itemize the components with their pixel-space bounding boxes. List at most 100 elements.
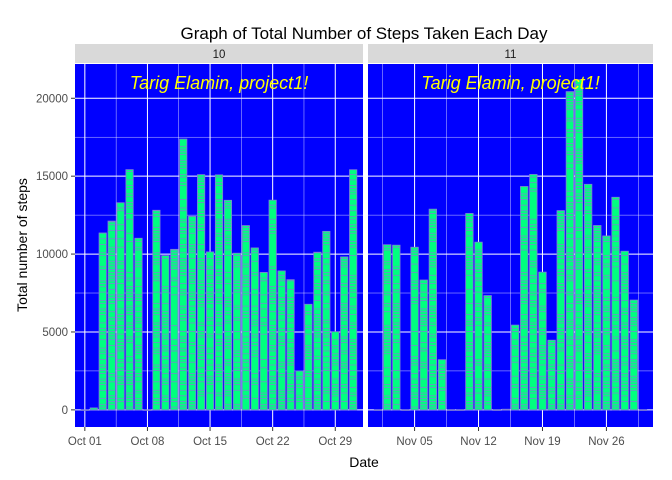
bar-nov-05	[410, 246, 419, 411]
bar-segments	[170, 249, 178, 411]
bar-nov-17	[520, 186, 529, 411]
y-tick-label: 5000	[42, 327, 68, 339]
bar-segments	[251, 249, 259, 399]
y-tick-label: 20000	[36, 93, 68, 105]
bar-segments	[465, 216, 474, 408]
bar-nov-30	[638, 409, 648, 411]
bar-oct-15	[205, 251, 215, 411]
bar-segments	[556, 210, 565, 411]
bar-nov-24	[583, 183, 593, 411]
chart-title: Graph of Total Number of Steps Taken Eac…	[181, 24, 548, 43]
bar-nov-29	[629, 299, 638, 411]
bar-segments	[286, 280, 295, 411]
bar-oct-28	[322, 230, 331, 411]
bar-nov-13	[483, 295, 492, 411]
bar-segments	[331, 339, 339, 411]
bar-nov-07	[428, 208, 438, 411]
bar-nov-21	[556, 210, 565, 411]
annotation-text: Tarig Elamin, project1!	[130, 73, 308, 93]
x-axis-label: Date	[349, 454, 379, 470]
bar-segments	[438, 364, 446, 411]
bar-segments	[630, 302, 638, 402]
bar-segments	[483, 297, 492, 405]
bar-segments	[304, 311, 313, 408]
bar-segments	[152, 210, 161, 405]
x-tick-label: Oct 15	[193, 436, 227, 448]
bar-oct-08	[143, 409, 152, 411]
x-tick-label: Oct 08	[131, 436, 165, 448]
bar-oct-19	[241, 225, 250, 411]
bar-nov-16	[510, 324, 520, 411]
facet-strip	[75, 44, 363, 63]
bar-nov-11	[465, 213, 474, 411]
bar-oct-10	[161, 255, 170, 411]
bar-segments	[224, 201, 232, 411]
y-axis: 0 5000 10000 15000 20000	[36, 93, 75, 417]
bar-oct-03	[98, 232, 107, 411]
bar-segments	[108, 221, 116, 405]
bar-segments	[349, 173, 357, 411]
bar-segments	[242, 227, 250, 411]
bar-nov-08	[437, 359, 447, 411]
x-tick-label: Nov 12	[460, 436, 496, 448]
bar-segments	[410, 249, 419, 408]
bar-segments	[566, 92, 574, 411]
bar-oct-06	[125, 169, 134, 411]
bar-segments	[392, 246, 401, 411]
bar-segments	[529, 176, 538, 399]
bar-segments	[511, 328, 519, 411]
bar-oct-02	[89, 407, 98, 411]
bar-segments	[383, 246, 391, 411]
y-tick-label: 0	[62, 405, 68, 417]
bar-oct-12	[179, 138, 188, 411]
bar-segments	[419, 283, 428, 408]
bar-segments	[620, 255, 629, 411]
bar-oct-30	[340, 256, 349, 411]
bar-oct-26	[304, 303, 313, 411]
bar-segments	[340, 258, 348, 411]
bar-segments	[179, 145, 187, 411]
bar-oct-13	[188, 215, 197, 411]
bar-oct-22	[268, 199, 277, 411]
bar-segments	[197, 176, 205, 397]
bar-oct-09	[152, 209, 161, 411]
bar-nov-19	[538, 271, 547, 411]
bar-nov-25	[593, 225, 602, 411]
bar-nov-23	[574, 79, 584, 411]
bar-oct-17	[223, 199, 233, 411]
y-tick-label: 15000	[36, 171, 68, 183]
facet-panel-10: 10 Tarig Elamin, project1! Oct 01 Oct 08 Oct…	[68, 44, 363, 448]
bar-segments	[474, 249, 483, 408]
bar-oct-04	[107, 220, 116, 411]
x-tick-label: Oct 01	[68, 436, 102, 448]
bar-nov-26	[602, 235, 611, 411]
bar-segments	[538, 283, 547, 399]
y-tick-label: 10000	[36, 249, 68, 261]
bar-segments	[602, 235, 611, 411]
bar-segments	[116, 207, 125, 411]
bar-segments	[429, 210, 437, 408]
bar-segments	[575, 84, 583, 399]
bar-segments	[206, 258, 214, 394]
bar-segments	[547, 342, 556, 411]
bar-segments	[161, 258, 170, 402]
bar-nov-20	[547, 339, 556, 411]
bar-nov-06	[419, 279, 428, 411]
annotation-text: Tarig Elamin, project1!	[421, 73, 599, 93]
bar-oct-20	[250, 247, 259, 411]
x-tick-label: Oct 22	[256, 436, 290, 448]
facet-strip-label: 11	[505, 49, 517, 61]
bar-nov-10	[456, 409, 465, 411]
x-tick-label: Nov 05	[396, 436, 432, 448]
bar-segments	[260, 272, 268, 408]
bar-segments	[268, 204, 277, 408]
bar-segments	[322, 232, 330, 402]
x-tick-label: Oct 29	[318, 436, 352, 448]
bar-segments	[584, 187, 592, 402]
bar-oct-01	[80, 409, 89, 411]
bar-segments	[125, 171, 134, 411]
bar-segments	[295, 375, 304, 411]
bar-segments	[611, 199, 620, 411]
bar-segments	[188, 216, 196, 411]
